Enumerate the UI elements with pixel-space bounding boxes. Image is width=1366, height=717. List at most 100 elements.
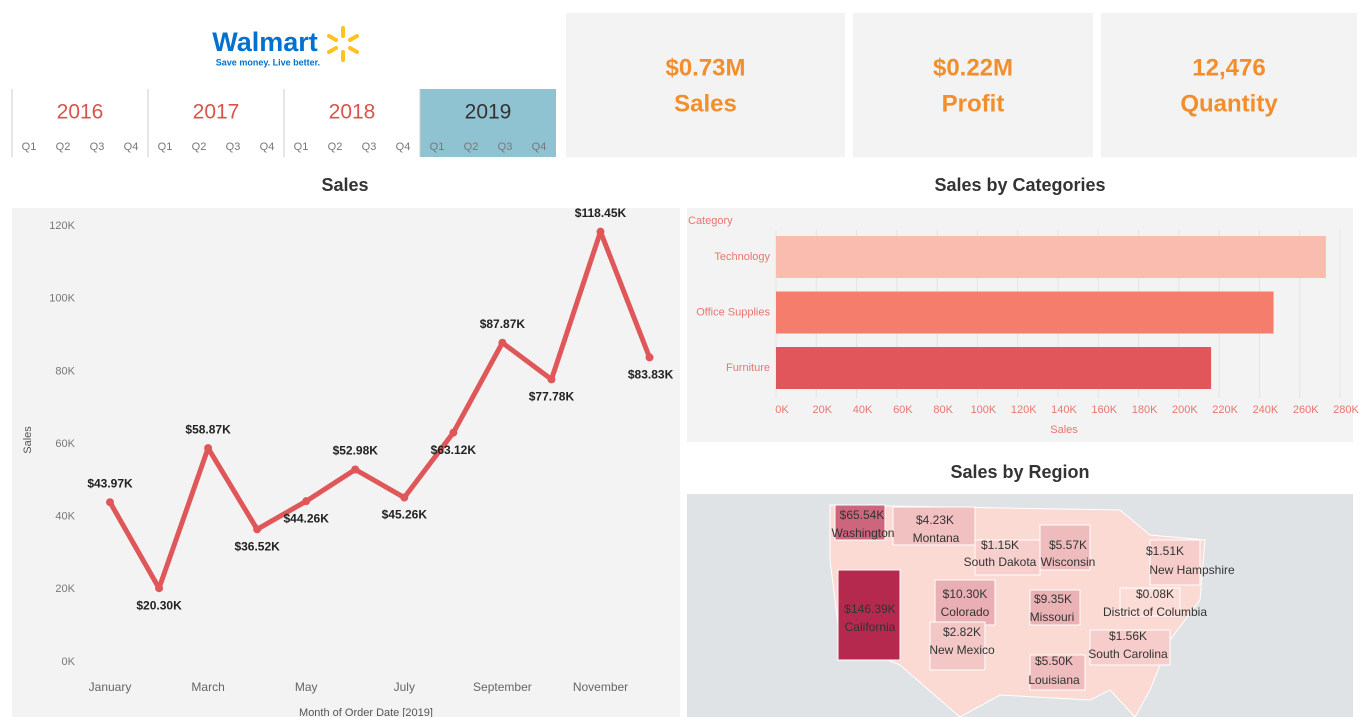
x-tick-label: 120K [1011,404,1037,416]
state-region [1029,654,1086,691]
category-label: Office Supplies [696,306,770,318]
quarter-label: Q3 [362,141,377,153]
x-tick-label: 160K [1091,404,1117,416]
state-name: South Dakota [964,555,1037,569]
state-name: New Mexico [929,643,995,657]
state-region [1089,629,1171,666]
state-value: $0.08K [1136,587,1174,601]
state-region [892,506,976,546]
data-label: $45.26K [382,508,428,522]
sales-point [106,498,114,507]
category-header: Category [688,215,733,227]
sales-point [547,375,556,384]
data-label: $87.87K [480,317,526,331]
quarter-label: Q3 [226,141,241,153]
y-tick-label: 100K [49,293,75,305]
data-label: $44.26K [284,511,330,525]
x-tick-label: 20K [812,404,832,416]
x-tick-label: 240K [1253,404,1279,416]
state-value: $4.23K [916,513,954,527]
quarter-label: Q4 [396,141,411,153]
x-tick-label: 0K [775,404,789,416]
year-label: 2016 [57,101,104,124]
state-name: South Carolina [1088,647,1168,661]
sales-point [302,497,311,506]
data-label: $20.30K [136,598,182,612]
logo-name: Walmart [212,27,318,57]
x-tick-label: 40K [853,404,873,416]
chart-title: Sales [321,175,368,195]
x-tick-label: 60K [893,404,913,416]
year-filter[interactable]: 2018 Q1 Q2 Q3 Q4 [283,89,411,157]
state-value: $9.35K [1034,592,1072,606]
chart-title: Sales by Categories [934,175,1105,195]
line-panel [12,208,680,717]
y-tick-label: 0K [62,656,76,668]
y-tick-label: 40K [55,511,75,523]
y-tick-label: 60K [55,438,75,450]
y-tick-label: 120K [49,220,75,232]
state-name: Washington [832,526,895,540]
quarter-label: Q1 [22,141,37,153]
data-label: $52.98K [333,444,379,458]
state-name: District of Columbia [1103,605,1207,619]
data-label: $43.97K [87,476,133,490]
sales-point [155,584,164,593]
state-region [929,621,986,671]
quarter-label: Q2 [464,141,479,153]
year-label: 2018 [329,101,376,124]
quarter-label: Q3 [90,141,105,153]
x-tick-label: 180K [1132,404,1158,416]
x-tick-label: 100K [971,404,997,416]
state-value: $5.50K [1035,654,1073,668]
state-name: California [845,620,896,634]
state-name: Montana [913,531,960,545]
state-value: $146.39K [844,602,895,616]
x-tick-label: 280K [1333,404,1359,416]
year-filter[interactable]: 2019 Q1 Q2 Q3 Q4 [419,89,556,157]
data-label: $36.52K [234,539,280,553]
chart-title: Sales by Region [950,462,1089,482]
state-region [1149,539,1201,586]
y-tick-label: 80K [55,365,75,377]
category-label: Technology [714,251,770,263]
kpi-value: $0.73M [665,54,745,81]
year-filter[interactable]: 2016 Q1 Q2 Q3 Q4 [11,89,139,157]
x-tick-label: 80K [933,404,953,416]
x-axis-label: Month of Order Date [2019] [299,707,433,717]
state-name: Wisconsin [1041,555,1096,569]
x-axis-label: Sales [1050,424,1078,436]
quarter-label: Q2 [192,141,207,153]
state-value: $1.51K [1146,544,1184,558]
state-value: $10.30K [943,587,988,601]
quarter-label: Q1 [294,141,309,153]
quarter-label: Q1 [430,141,445,153]
x-tick-label: 220K [1212,404,1238,416]
year-label: 2017 [193,101,240,124]
year-label: 2019 [465,101,512,124]
state-region [1119,587,1181,617]
state-name: New Hampshire [1149,563,1235,577]
state-value: $65.54K [840,508,885,522]
x-tick-label: 200K [1172,404,1198,416]
sales-point [449,428,458,437]
kpi-card [566,13,845,157]
state-name: Colorado [941,605,990,619]
state-name: Missouri [1030,610,1075,624]
quarter-label: Q4 [124,141,139,153]
sales-point [253,525,262,534]
state-region [837,569,901,661]
x-tick-label: March [191,680,224,694]
sales-point [596,227,605,236]
state-region [834,504,886,541]
sales-point [351,465,360,474]
y-axis-label: Sales [22,426,34,454]
sales-point [645,353,654,362]
year-filter[interactable]: 2017 Q1 Q2 Q3 Q4 [147,89,274,157]
sales-point [498,338,507,347]
state-value: $1.15K [981,538,1019,552]
kpi-value: $0.22M [933,54,1013,81]
data-label: $58.87K [185,422,231,436]
